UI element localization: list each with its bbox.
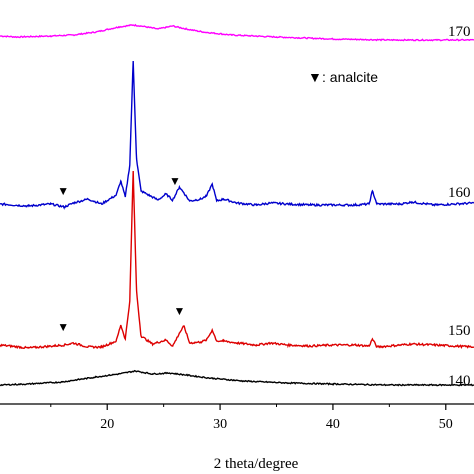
series-label-140: 140 bbox=[448, 373, 471, 389]
analcite-marker-3: ▼ bbox=[57, 320, 69, 334]
legend-marker: ▼ bbox=[308, 71, 322, 86]
series-line-170 bbox=[0, 23, 474, 42]
x-tick-label-20: 20 bbox=[100, 417, 114, 432]
legend-label: : analcite bbox=[322, 69, 378, 85]
series-labels: 170 160 150 140 bbox=[448, 24, 471, 389]
x-tick-label-40: 40 bbox=[326, 417, 340, 432]
analcite-marker-1: ▼ bbox=[57, 184, 69, 198]
peak-markers: ▼ ▼ ▼ ▼ bbox=[57, 174, 185, 334]
x-tick-label-30: 30 bbox=[213, 417, 227, 432]
analcite-marker-4: ▼ bbox=[173, 304, 185, 318]
series-line-160 bbox=[0, 60, 474, 210]
series-label-160: 160 bbox=[448, 185, 471, 201]
traces bbox=[0, 23, 474, 387]
legend: ▼ : analcite bbox=[308, 69, 378, 86]
series-label-150: 150 bbox=[448, 323, 471, 339]
series-line-150 bbox=[0, 170, 474, 350]
analcite-marker-2: ▼ bbox=[169, 174, 181, 188]
series-line-140 bbox=[0, 369, 474, 387]
x-tick-label-50: 50 bbox=[439, 417, 453, 432]
x-axis-label: 2 theta/degree bbox=[214, 456, 299, 472]
series-label-170: 170 bbox=[448, 24, 471, 40]
x-ticks: 20 30 40 50 bbox=[50, 404, 453, 432]
